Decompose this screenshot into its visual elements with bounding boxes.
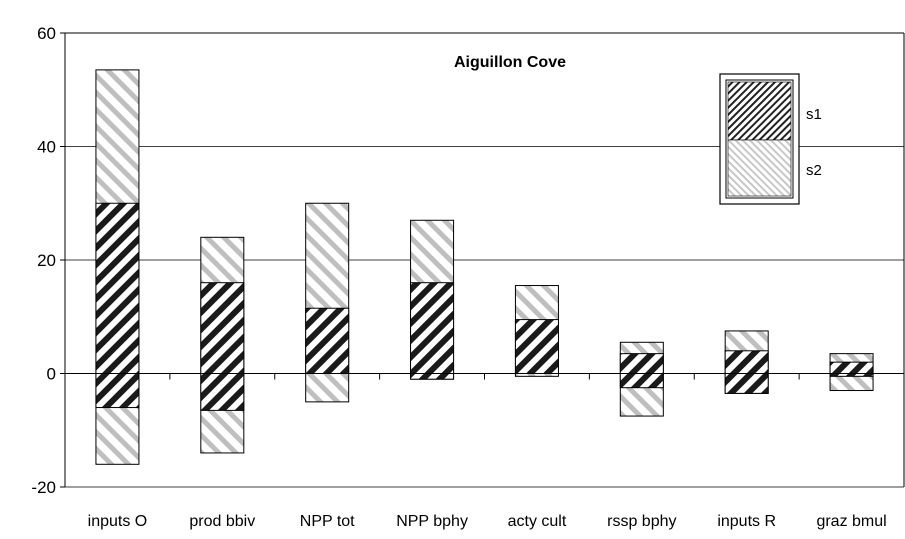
bar-s1-acty-cult <box>514 319 559 374</box>
y-tick-label: -20 <box>31 478 56 497</box>
bar-s1-npp-bphy <box>410 282 455 380</box>
y-tick-label: 0 <box>47 365 56 384</box>
legend-label-s2: s2 <box>806 162 822 179</box>
legend: s1 s2 <box>719 73 822 205</box>
chart-title: Aiguillon Cove <box>454 54 566 71</box>
x-tick-label: inputs R <box>717 513 776 530</box>
x-tick-label: rssp bphy <box>607 513 676 530</box>
legend-label-s1: s1 <box>806 106 822 123</box>
legend-swatch-s1 <box>727 81 792 141</box>
y-tick-label: 60 <box>37 24 56 43</box>
y-tick-label: 40 <box>37 138 56 157</box>
x-tick-label: prod bbiv <box>189 513 255 530</box>
x-tick-label: graz bmul <box>816 513 886 530</box>
x-tick-label: inputs O <box>88 513 148 530</box>
x-tick-label: acty cult <box>508 513 567 530</box>
y-tick-label: 20 <box>37 251 56 270</box>
x-tick-label: NPP bphy <box>396 513 468 530</box>
x-tick-label: NPP tot <box>300 513 355 530</box>
bar-s1-npp-tot <box>305 307 350 374</box>
bar-s1-graz-bmul <box>829 361 874 377</box>
tick-labels: -20 0 20 40 60 inputs O prod bbiv NPP tot NPP bp… <box>31 24 905 530</box>
bar-s1-rssp-bphy <box>619 353 664 389</box>
bar-s1-prod-bbiv <box>200 282 245 411</box>
legend-frame-inner <box>725 79 794 199</box>
legend-swatch-s2 <box>727 139 792 197</box>
bar-s1-inputs-o <box>95 202 140 409</box>
bar-s1-inputs-r <box>724 350 769 394</box>
